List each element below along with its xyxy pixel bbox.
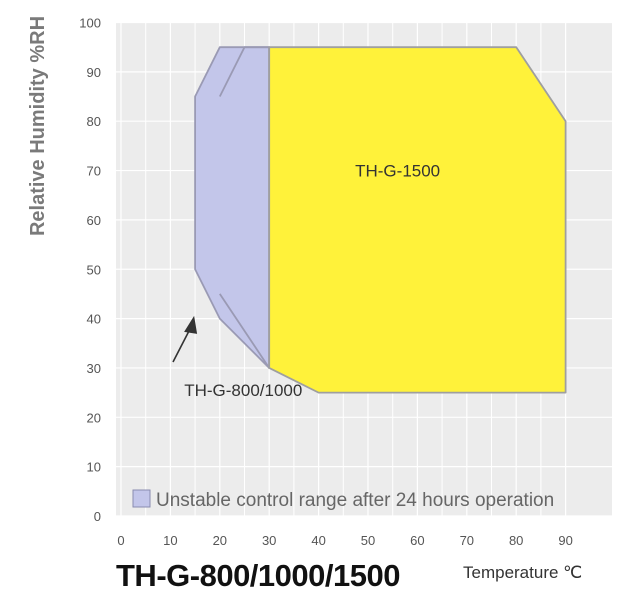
legend-text: Unstable control range after 24 hours op… xyxy=(156,490,554,511)
y-tick-label: 30 xyxy=(87,361,101,376)
x-tick-label: 50 xyxy=(361,533,375,548)
y-tick-label: 90 xyxy=(87,65,101,80)
y-tick-label: 50 xyxy=(87,262,101,277)
y-tick-label: 70 xyxy=(87,164,101,179)
x-axis-label: Temperature ℃ xyxy=(463,563,583,582)
x-axis-ticks: 0 10 20 30 40 50 60 70 80 90 xyxy=(117,533,572,548)
y-tick-label: 60 xyxy=(87,213,101,228)
y-tick-label: 100 xyxy=(79,16,101,31)
y-tick-label: 0 xyxy=(94,509,101,524)
regions xyxy=(194,46,567,394)
x-tick-label: 70 xyxy=(460,533,474,548)
y-axis-label: Relative Humidity %RH xyxy=(27,16,49,236)
arrow-head xyxy=(184,315,198,334)
region-label-th-g-1500: TH-G-1500 xyxy=(355,162,440,181)
x-tick-label: 20 xyxy=(213,533,227,548)
chart-title: TH-G-800/1000/1500 xyxy=(116,558,400,593)
legend-swatch xyxy=(132,489,151,508)
y-axis-ticks: 0 10 20 30 40 50 60 70 80 90 100 xyxy=(79,16,101,525)
x-tick-label: 60 xyxy=(410,533,424,548)
y-tick-label: 20 xyxy=(87,410,101,425)
region-label-th-g-800-1000: TH-G-800/1000 xyxy=(184,381,302,400)
y-tick-label: 40 xyxy=(87,312,101,327)
x-tick-label: 0 xyxy=(117,533,124,548)
y-tick-label: 80 xyxy=(87,114,101,129)
arrow-shaft xyxy=(172,326,192,363)
y-tick-label: 10 xyxy=(87,460,101,475)
x-tick-label: 40 xyxy=(311,533,325,548)
x-tick-label: 30 xyxy=(262,533,276,548)
x-tick-label: 90 xyxy=(558,533,572,548)
region-th-g-1500 xyxy=(268,46,567,394)
x-tick-label: 80 xyxy=(509,533,523,548)
x-tick-label: 10 xyxy=(163,533,177,548)
annotation-arrow xyxy=(172,315,198,363)
